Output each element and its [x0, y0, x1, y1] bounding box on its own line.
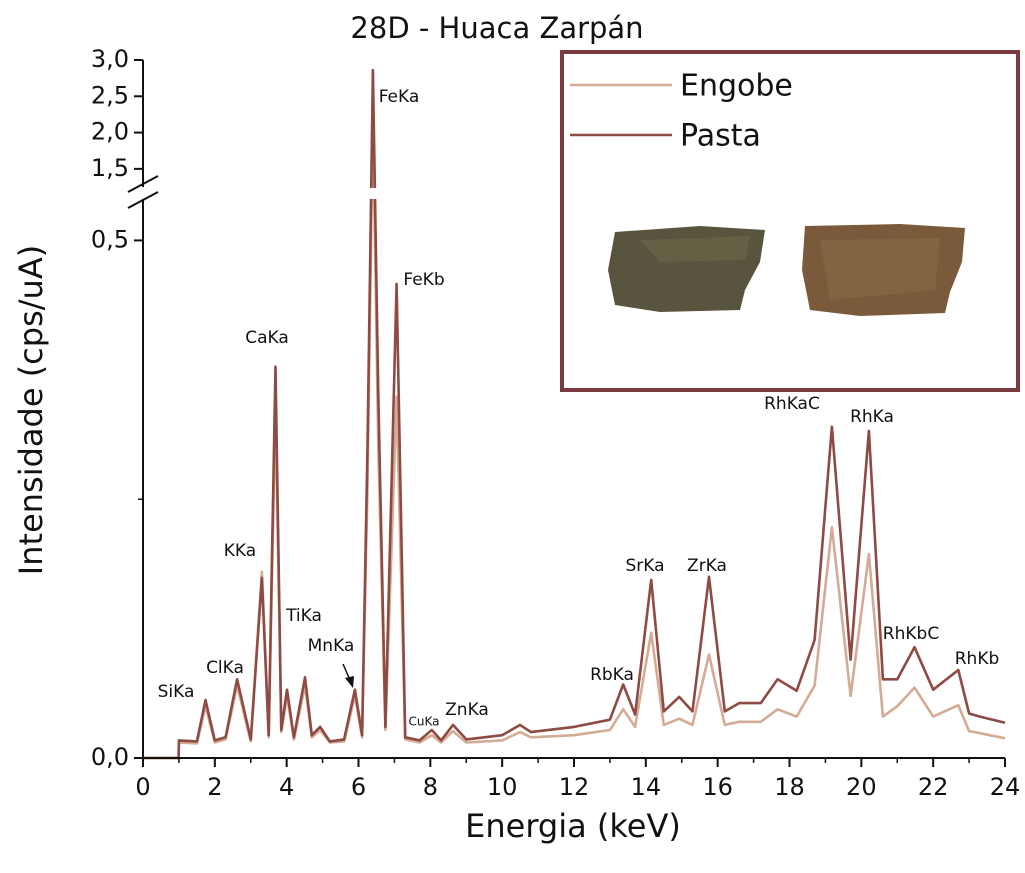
- x-tick-label: 14: [631, 773, 662, 801]
- arrow-head: [345, 676, 354, 688]
- x-tick-label: 4: [279, 773, 294, 801]
- peak-label: CuKa: [409, 715, 440, 729]
- peak-label: TiKa: [285, 606, 322, 626]
- peak-label: KKa: [224, 541, 256, 561]
- peak-label: FeKb: [403, 270, 444, 290]
- peak-label: CaKa: [245, 328, 289, 348]
- photo-texture: [820, 238, 940, 300]
- x-tick-label: 0: [135, 773, 150, 801]
- peak-label: ZrKa: [687, 556, 727, 576]
- x-tick-label: 6: [351, 773, 366, 801]
- legend-box: [560, 50, 1020, 392]
- spectrum-line: [143, 68, 1006, 760]
- peak-label: ClKa: [206, 658, 244, 678]
- x-tick-label: 10: [487, 773, 518, 801]
- y-tick-label: 2,5: [91, 81, 129, 109]
- y-axis-label: Intensidade (cps/uA): [12, 245, 50, 575]
- x-tick-label: 16: [702, 773, 733, 801]
- y-tick-label: 0,0: [91, 743, 129, 771]
- x-tick-label: 22: [918, 773, 949, 801]
- x-tick-label: 12: [559, 773, 590, 801]
- peak-label: RhKa: [850, 407, 894, 427]
- legend-items: Engobe Pasta: [570, 69, 793, 154]
- peak-label: RhKb: [955, 649, 1000, 669]
- photo-inscription: [640, 236, 750, 262]
- x-tick-label: 20: [846, 773, 877, 801]
- legend-label: Pasta: [680, 119, 761, 154]
- peak-label: RhKaC: [764, 394, 820, 414]
- x-tick-label: 18: [774, 773, 805, 801]
- y-tick-label: 0,5: [91, 225, 129, 253]
- peak-label: SrKa: [625, 556, 664, 576]
- x-tick-label: 24: [990, 773, 1021, 801]
- peak-label: SiKa: [158, 682, 195, 702]
- chart-title: 28D - Huaca Zarpán: [350, 11, 643, 45]
- peak-label: RhKbC: [883, 624, 939, 644]
- peak-label: MnKa: [308, 636, 355, 656]
- legend-label: Engobe: [680, 69, 793, 104]
- y-tick-label: 2,0: [91, 118, 129, 146]
- break-mark: [127, 191, 159, 209]
- x-axis-label: Energia (keV): [465, 807, 681, 845]
- peak-label: ZnKa: [445, 700, 489, 720]
- plot-area: [143, 68, 1006, 760]
- peak-label: FeKa: [379, 87, 420, 107]
- x-tick-label: 2: [207, 773, 222, 801]
- x-tick-label: 8: [423, 773, 438, 801]
- y-tick-label: 3,0: [91, 45, 129, 73]
- legend: Engobe Pasta: [560, 50, 1020, 392]
- peak-label: RbKa: [590, 665, 634, 685]
- break-mark: [127, 175, 159, 193]
- axis-break-gap: [144, 188, 549, 199]
- y-tick-label: 1,5: [91, 154, 129, 182]
